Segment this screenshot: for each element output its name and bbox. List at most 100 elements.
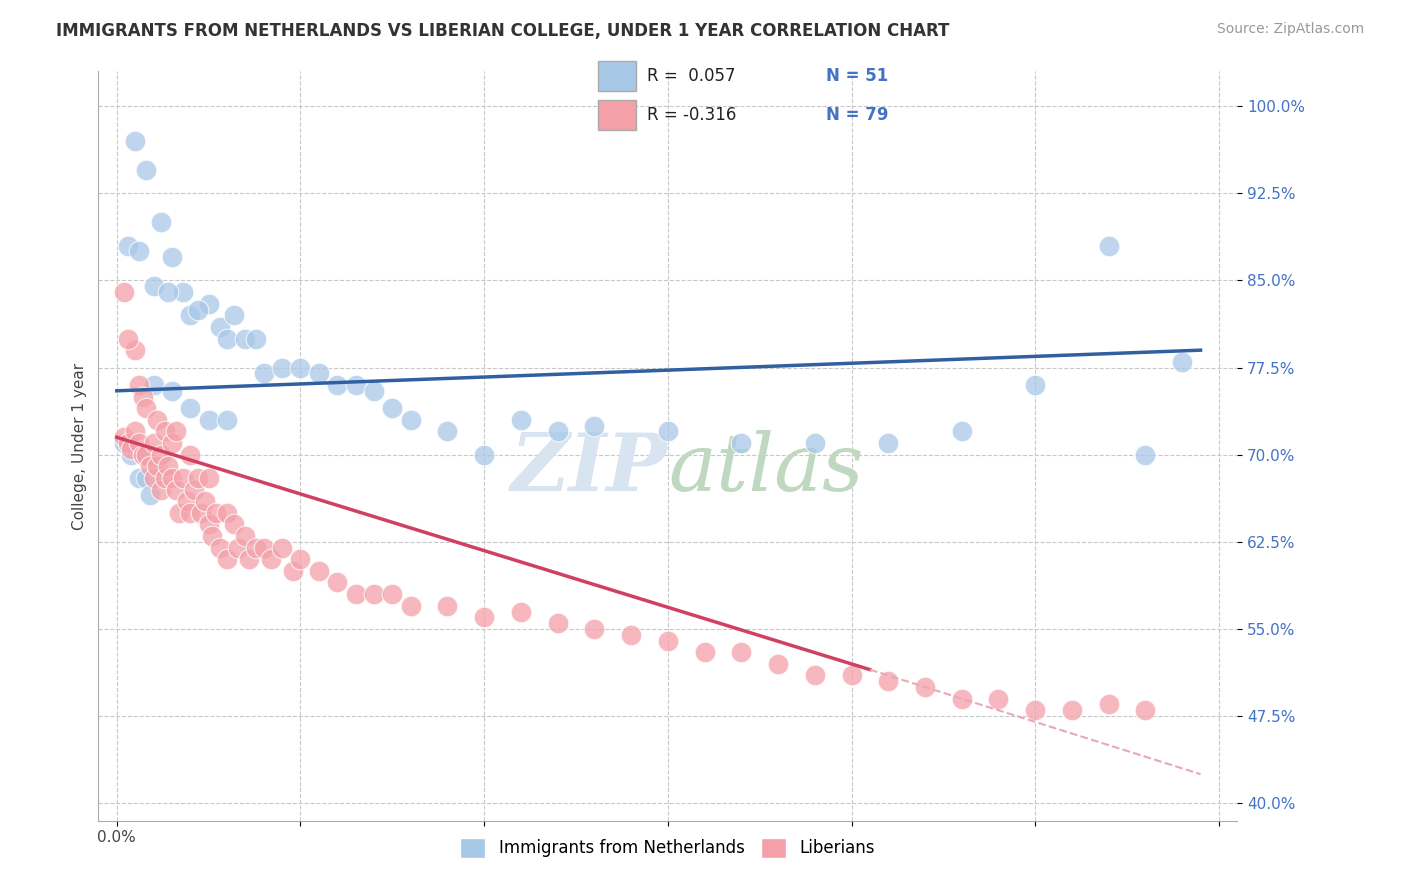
Point — [142, 471, 165, 485]
Point — [160, 436, 183, 450]
Point — [142, 378, 165, 392]
Point — [620, 628, 643, 642]
Point — [693, 645, 716, 659]
Point — [399, 413, 422, 427]
Point — [509, 605, 531, 619]
Point — [165, 425, 187, 439]
Point — [1171, 355, 1194, 369]
Point — [121, 442, 143, 456]
Point — [950, 691, 973, 706]
Point — [208, 541, 231, 555]
Point — [472, 610, 495, 624]
Point — [381, 587, 404, 601]
Point — [194, 494, 217, 508]
Point — [131, 448, 153, 462]
Point — [804, 436, 827, 450]
Point — [950, 425, 973, 439]
Point — [135, 448, 157, 462]
Point — [281, 564, 304, 578]
Point — [135, 163, 157, 178]
Point — [179, 401, 201, 416]
Point — [1098, 238, 1121, 252]
Point — [1135, 448, 1157, 462]
Point — [583, 418, 606, 433]
Point — [172, 285, 194, 299]
Point — [112, 436, 135, 450]
Point — [149, 215, 172, 229]
Point — [271, 360, 294, 375]
Point — [215, 413, 238, 427]
Point — [197, 296, 219, 310]
Point — [547, 616, 569, 631]
Point — [128, 378, 150, 392]
Point — [149, 483, 172, 497]
Point — [215, 506, 238, 520]
Point — [183, 483, 205, 497]
Point — [128, 244, 150, 259]
Point — [153, 471, 176, 485]
Point — [472, 448, 495, 462]
Point — [179, 506, 201, 520]
Point — [197, 413, 219, 427]
Point — [205, 506, 228, 520]
Point — [1060, 703, 1083, 717]
Point — [157, 459, 180, 474]
Point — [160, 384, 183, 398]
Point — [238, 552, 260, 566]
Point — [730, 436, 752, 450]
Point — [308, 367, 330, 381]
Text: R = -0.316: R = -0.316 — [647, 106, 737, 124]
Point — [187, 302, 209, 317]
Point — [226, 541, 249, 555]
Point — [146, 459, 169, 474]
Point — [176, 494, 198, 508]
Point — [124, 343, 146, 358]
Y-axis label: College, Under 1 year: College, Under 1 year — [72, 362, 87, 530]
Point — [112, 285, 135, 299]
Point — [179, 308, 201, 322]
Point — [121, 448, 143, 462]
Point — [235, 332, 257, 346]
FancyBboxPatch shape — [598, 62, 636, 91]
Point — [657, 633, 679, 648]
Point — [235, 529, 257, 543]
Text: IMMIGRANTS FROM NETHERLANDS VS LIBERIAN COLLEGE, UNDER 1 YEAR CORRELATION CHART: IMMIGRANTS FROM NETHERLANDS VS LIBERIAN … — [56, 22, 949, 40]
Point — [117, 332, 139, 346]
Point — [160, 250, 183, 264]
Point — [766, 657, 789, 671]
Legend: Immigrants from Netherlands, Liberians: Immigrants from Netherlands, Liberians — [454, 831, 882, 864]
Point — [215, 552, 238, 566]
Point — [290, 552, 312, 566]
Point — [224, 517, 246, 532]
Text: ZIP: ZIP — [510, 430, 668, 508]
Point — [436, 425, 458, 439]
Point — [1024, 378, 1046, 392]
Point — [547, 425, 569, 439]
Point — [112, 430, 135, 444]
FancyBboxPatch shape — [598, 100, 636, 130]
Point — [160, 471, 183, 485]
Point — [187, 471, 209, 485]
Point — [657, 425, 679, 439]
Point — [914, 680, 936, 694]
Point — [197, 471, 219, 485]
Point — [509, 413, 531, 427]
Point — [165, 483, 187, 497]
Point — [157, 285, 180, 299]
Point — [117, 436, 139, 450]
Point — [131, 448, 153, 462]
Point — [208, 320, 231, 334]
Point — [146, 413, 169, 427]
Point — [197, 517, 219, 532]
Point — [326, 575, 349, 590]
Point — [381, 401, 404, 416]
Text: R =  0.057: R = 0.057 — [647, 67, 735, 85]
Point — [363, 384, 385, 398]
Point — [139, 459, 162, 474]
Point — [142, 279, 165, 293]
Point — [1024, 703, 1046, 717]
Point — [167, 506, 190, 520]
Point — [135, 471, 157, 485]
Point — [224, 308, 246, 322]
Point — [436, 599, 458, 613]
